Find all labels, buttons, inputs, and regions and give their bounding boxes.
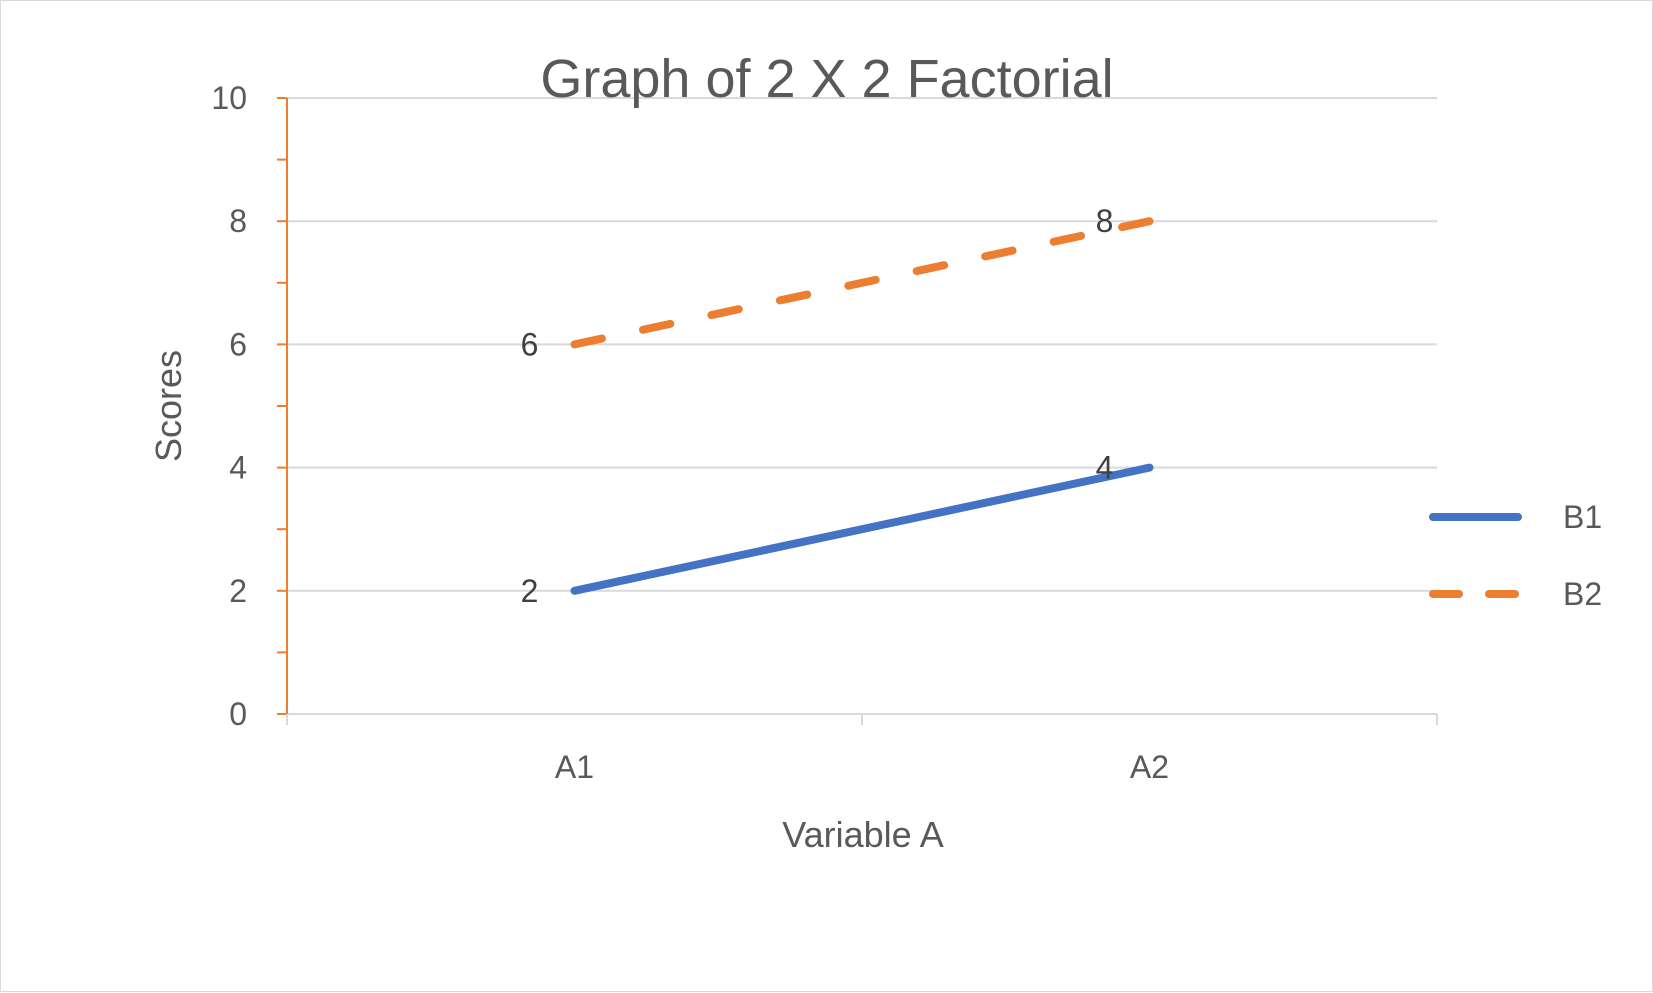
y-tick-label: 0 — [229, 696, 247, 732]
legend: B1 B2 — [1429, 499, 1602, 612]
y-tick-label: 6 — [229, 326, 247, 362]
x-axis-title: Variable A — [782, 814, 943, 855]
series-line-b2 — [570, 217, 1154, 349]
y-axis-title: Scores — [148, 350, 189, 462]
chart-title: Graph of 2 X 2 Factorial — [540, 49, 1113, 109]
x-tick-label: A2 — [1130, 749, 1169, 785]
data-labels: 2 4 6 8 — [521, 203, 1114, 609]
series-line-b1 — [570, 463, 1154, 595]
x-tick-label: A1 — [555, 749, 594, 785]
axes: 0 2 4 6 8 10 A1 A2 — [211, 80, 1438, 785]
series-lines — [570, 217, 1154, 595]
legend-label-b1: B1 — [1563, 499, 1602, 535]
gridlines — [287, 97, 1437, 592]
y-tick-label: 10 — [211, 80, 247, 116]
data-label-b2: 6 — [521, 326, 539, 362]
y-tick-label: 4 — [229, 450, 247, 486]
data-label-b1: 2 — [521, 573, 539, 609]
legend-label-b2: B2 — [1563, 576, 1602, 612]
y-tick-label: 8 — [229, 203, 247, 239]
data-label-b1: 4 — [1096, 450, 1114, 486]
y-tick-label: 2 — [229, 573, 247, 609]
data-label-b2: 8 — [1096, 203, 1114, 239]
